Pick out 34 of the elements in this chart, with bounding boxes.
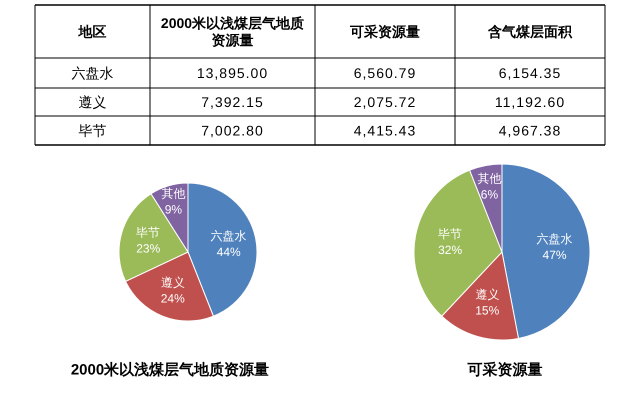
- slice-label: 遵义: [160, 275, 185, 290]
- data-label: 7,002.80: [201, 122, 264, 138]
- slice-label: 其他: [161, 186, 186, 201]
- data-label: 44%: [216, 245, 241, 260]
- data-label: 32%: [438, 243, 462, 258]
- data-label: 4,967.38: [498, 122, 562, 138]
- data-label: 2,075.72: [354, 94, 416, 110]
- data-label: 4,415.43: [354, 122, 416, 138]
- slice-label: 六盘水: [536, 232, 573, 246]
- slice-label: 毕节: [136, 225, 160, 240]
- y-tick-label: 遵义: [78, 94, 106, 110]
- slice-label: 其他: [477, 171, 502, 186]
- x-tick-label: 可采资源量: [349, 24, 420, 40]
- y-axis-title: 地区: [78, 24, 106, 40]
- x-tick-label: 2000米以浅煤层气地质资源量: [160, 15, 304, 48]
- data-label: 13,895.00: [196, 65, 268, 81]
- text: 2000米以浅煤层气地质资源量: [70, 362, 270, 378]
- slice-label: 六盘水: [210, 229, 247, 244]
- data-label: 7,392.15: [201, 94, 264, 110]
- data-label: 9%: [164, 202, 182, 217]
- slice-label: 毕节: [438, 227, 462, 242]
- data-label: 24%: [160, 291, 186, 306]
- y-tick-label: 六盘水: [72, 65, 114, 81]
- data-label: 23%: [136, 241, 161, 256]
- y-tick-label: 毕节: [78, 122, 106, 138]
- data-label: 47%: [542, 248, 567, 262]
- data-label: 11,192.60: [494, 94, 566, 110]
- slice-label: 遵义: [475, 288, 500, 302]
- data-label: 6,560.79: [354, 65, 416, 81]
- text: 可采资源量: [466, 362, 542, 378]
- data-label: 6,154.35: [498, 65, 562, 81]
- x-tick-label: 含气煤层面积: [487, 24, 573, 40]
- data-label: 6%: [480, 187, 498, 202]
- data-label: 15%: [475, 304, 500, 318]
